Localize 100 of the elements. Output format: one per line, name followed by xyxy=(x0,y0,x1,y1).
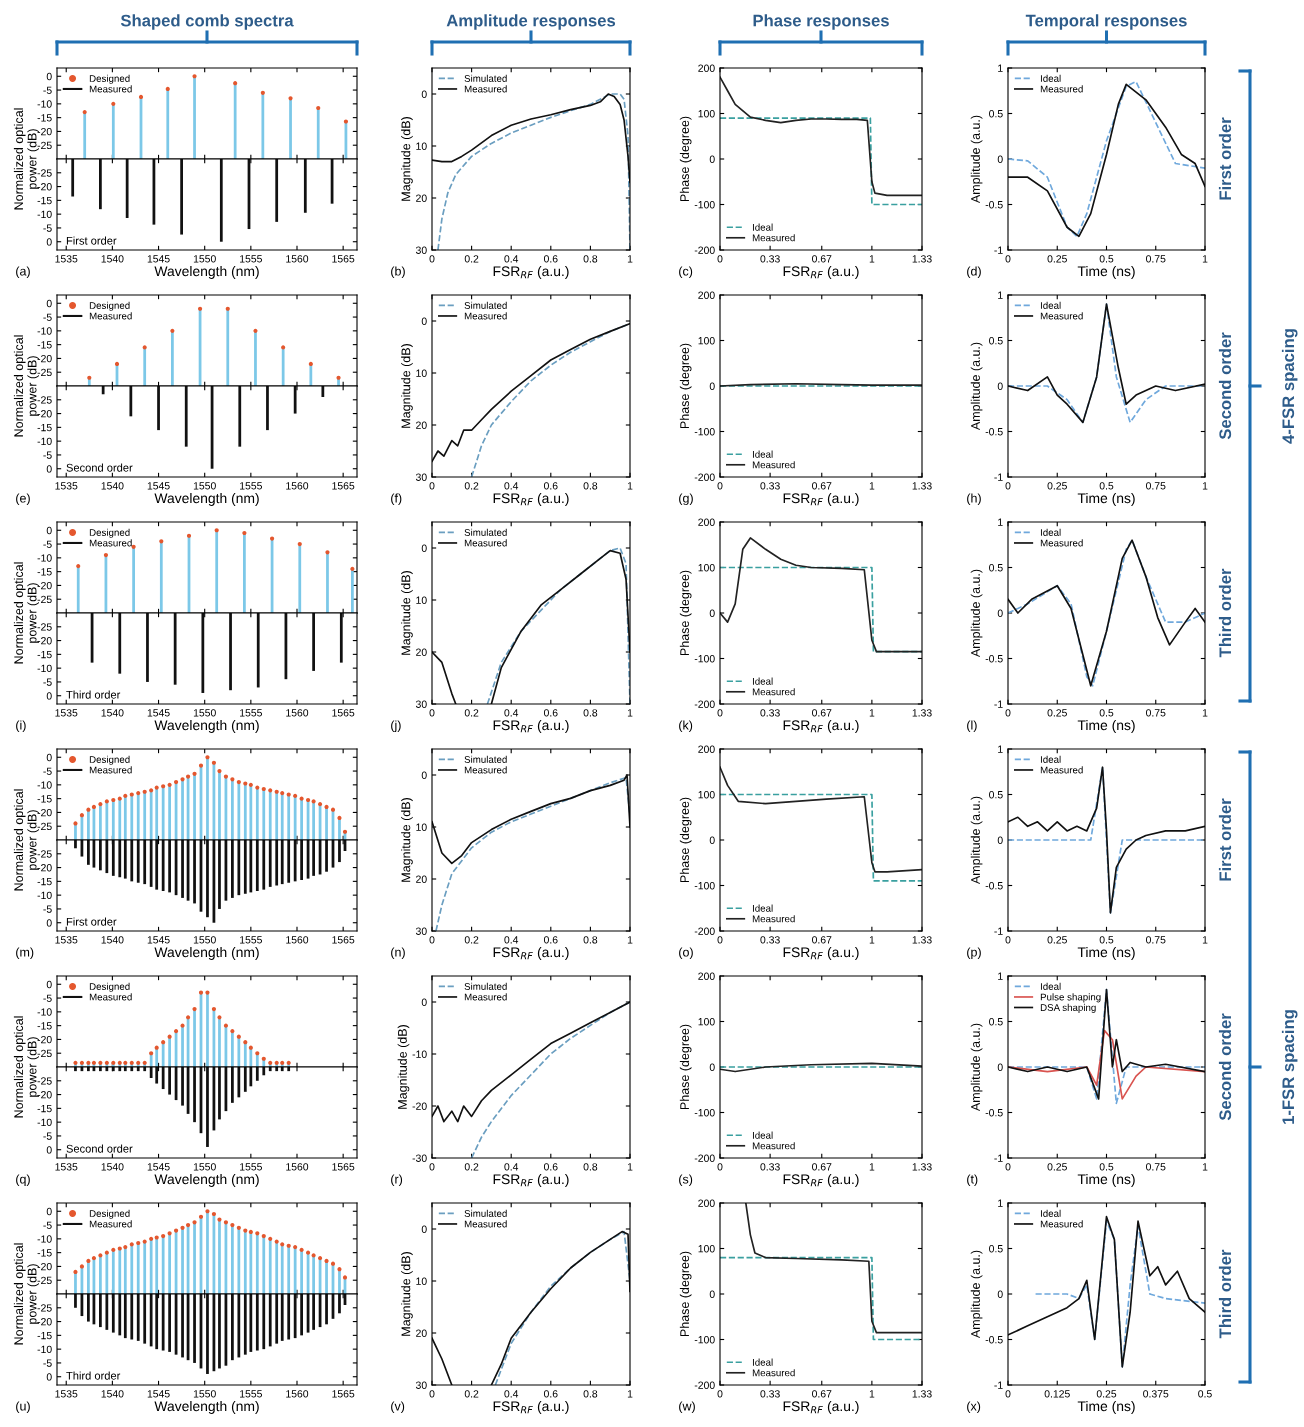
x-axis-title: Wavelength (nm) xyxy=(154,1173,259,1187)
legend-label: DSA shaping xyxy=(1040,1003,1096,1013)
y-tick-label: 1 xyxy=(998,518,1003,526)
y-tick-label: -1 xyxy=(994,246,1003,254)
y-tick-label: -200 xyxy=(694,473,715,481)
y-tick-label: -200 xyxy=(694,1381,715,1389)
legend-label: Measured xyxy=(1040,539,1083,547)
text: (r) xyxy=(391,1174,403,1187)
y-tick-label: -100 xyxy=(694,428,715,436)
x-tick-label: 1 xyxy=(1202,936,1208,944)
x-tick-label: 0 xyxy=(1005,1163,1011,1171)
legend-label: Ideal xyxy=(1040,528,1061,536)
legend-label: Measured xyxy=(89,539,132,547)
x-tick-label: 0.75 xyxy=(1146,1163,1166,1171)
y-tick-label: 1 xyxy=(998,745,1003,753)
text: Third order xyxy=(1218,1249,1232,1339)
y-axis-title: Normalized optical power (dB) xyxy=(13,1243,39,1345)
text: (i) xyxy=(16,720,26,733)
x-tick-label: 0.33 xyxy=(760,936,780,944)
x-tick-label: 1 xyxy=(627,255,633,263)
x-tick-label: 0.6 xyxy=(543,709,558,717)
text: (s) xyxy=(679,1174,693,1187)
y-tick-label: 1 xyxy=(998,64,1003,72)
y-tick-label: -5 xyxy=(43,540,52,548)
x-tick-label: 0.8 xyxy=(583,482,598,490)
y-tick-label: 20 xyxy=(416,648,427,656)
y-tick-label: 1 xyxy=(998,291,1003,299)
x-tick-label: 1.33 xyxy=(912,936,932,944)
x-tick-label: 0.75 xyxy=(1146,255,1166,263)
y-tick-label: 10 xyxy=(416,142,427,150)
x-tick-label: 1540 xyxy=(101,709,124,717)
x-tick-label: 0.67 xyxy=(812,1390,832,1398)
y-tick-label: -20 xyxy=(37,1091,52,1099)
text: Third order xyxy=(1218,568,1232,658)
legend-label: Ideal xyxy=(752,450,773,458)
y-tick-label: -25 xyxy=(37,1276,52,1285)
x-tick-label: 1555 xyxy=(240,936,262,944)
x-axis-title: FSR$_{RF}$ (a.u.) xyxy=(493,265,569,279)
y-tick-label: -0.5 xyxy=(985,1109,1003,1117)
x-tick-label: 0.4 xyxy=(504,936,519,944)
y-tick-label: -0.5 xyxy=(985,201,1003,209)
text: (n) xyxy=(391,947,405,960)
x-tick-label: 0.67 xyxy=(812,1163,832,1171)
x-tick-label: 1545 xyxy=(147,1390,170,1398)
text: (h) xyxy=(967,493,981,506)
x-tick-label: 1 xyxy=(627,482,633,490)
x-tick-label: 0 xyxy=(717,255,723,263)
x-tick-label: 1565 xyxy=(332,936,355,944)
legend-label: Measured xyxy=(464,1220,507,1228)
y-tick-label: 0 xyxy=(421,771,427,779)
x-tick-label: 0.67 xyxy=(812,255,832,263)
legend-label: Measured xyxy=(752,915,795,923)
x-tick-label: 0.8 xyxy=(583,936,598,944)
legend-label: Measured xyxy=(752,234,795,242)
y-tick-label: 0.5 xyxy=(989,791,1003,799)
x-tick-label: 1535 xyxy=(55,1390,78,1398)
y-axis-title: Magnitude (dB) xyxy=(401,571,413,655)
x-tick-label: 0 xyxy=(429,482,435,490)
x-tick-label: 1545 xyxy=(147,255,170,263)
y-tick-label: 0 xyxy=(421,1225,427,1233)
y-tick-label: -10 xyxy=(37,1118,52,1127)
y-tick-label: 0 xyxy=(997,155,1003,163)
x-tick-label: 0.75 xyxy=(1146,482,1166,490)
y-axis-title: Phase (degree) xyxy=(679,343,692,429)
text: (w) xyxy=(679,1401,695,1414)
y-tick-label: -15 xyxy=(37,877,52,886)
x-axis-title: Wavelength (nm) xyxy=(154,1400,259,1414)
y-axis-title: Normalized optical power (dB) xyxy=(13,335,39,437)
y-axis-title: Phase (degree) xyxy=(679,797,692,883)
y-tick-label: -5 xyxy=(43,1221,52,1229)
x-tick-label: 0.25 xyxy=(1047,709,1067,717)
legend-label: Simulated xyxy=(464,74,507,82)
legend-label: Designed xyxy=(89,1209,130,1219)
x-tick-label: 1550 xyxy=(193,1163,216,1171)
y-tick-label: -10 xyxy=(37,781,52,789)
y-tick-label: -200 xyxy=(694,927,715,935)
y-tick-label: -20 xyxy=(37,1262,52,1271)
x-tick-label: 0.5 xyxy=(1099,936,1114,944)
y-tick-label: -10 xyxy=(37,891,52,900)
x-tick-label: 0 xyxy=(429,709,435,717)
x-tick-label: 0.8 xyxy=(583,709,598,717)
y-tick-label: -0.5 xyxy=(985,428,1003,436)
y-tick-label: -15 xyxy=(37,1022,52,1030)
x-tick-label: 1560 xyxy=(286,255,309,263)
x-tick-label: 1555 xyxy=(240,482,262,490)
y-tick-label: 0 xyxy=(46,919,52,927)
x-tick-label: 1540 xyxy=(101,1163,124,1171)
y-tick-label: -15 xyxy=(37,196,52,205)
y-tick-label: -10 xyxy=(37,554,52,562)
y-tick-label: 30 xyxy=(415,246,427,254)
y-tick-label: 0 xyxy=(46,692,52,700)
x-tick-label: 1555 xyxy=(240,709,262,717)
y-tick-label: -5 xyxy=(43,86,52,94)
text: First order xyxy=(1218,117,1232,200)
text: (t) xyxy=(967,1174,978,1187)
x-tick-label: 1550 xyxy=(193,255,216,263)
x-tick-label: 0.33 xyxy=(760,482,780,490)
y-tick-label: 30 xyxy=(415,473,427,481)
y-tick-label: -200 xyxy=(694,1154,715,1162)
y-tick-label: -20 xyxy=(37,183,52,191)
